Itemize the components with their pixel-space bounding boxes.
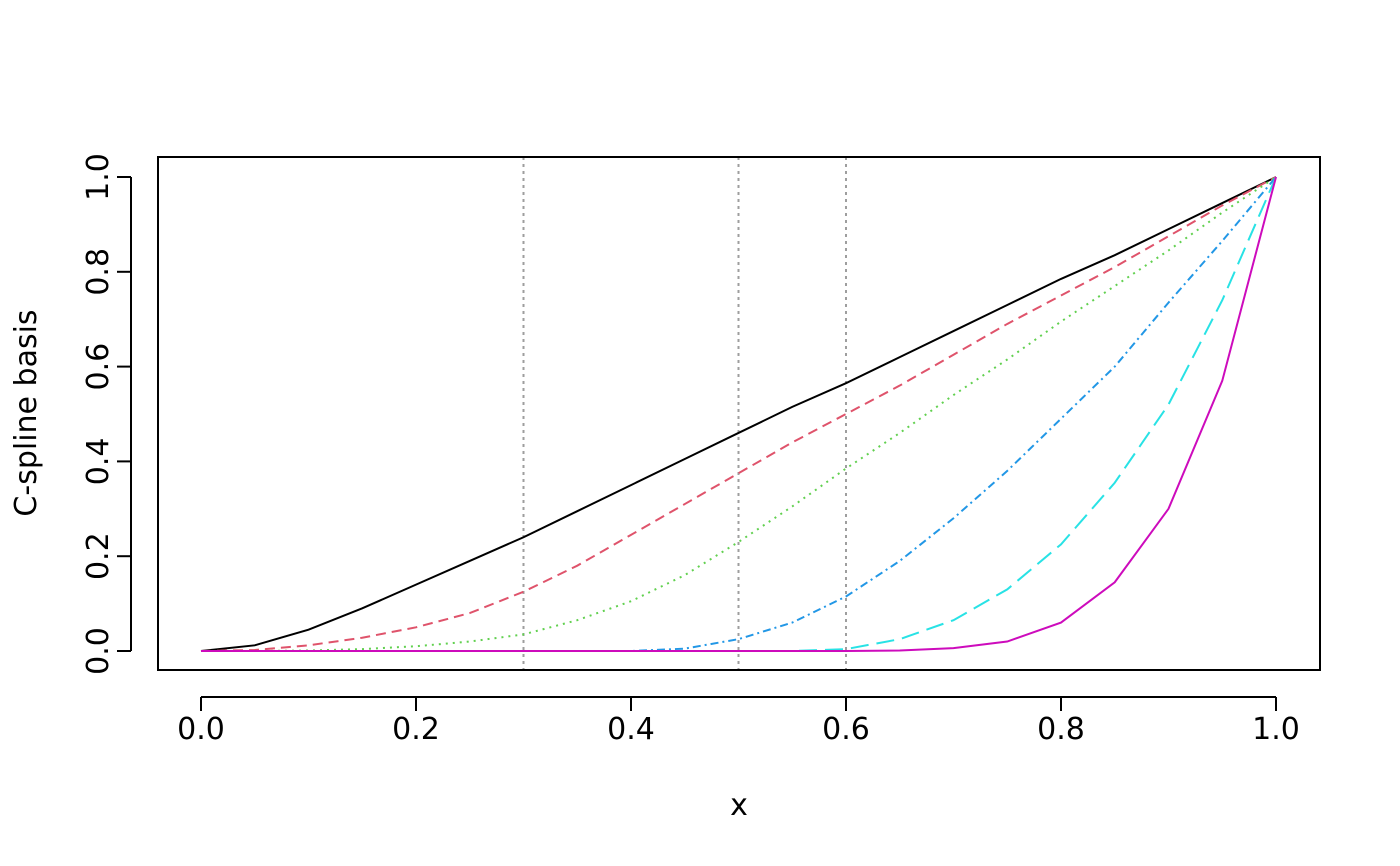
series-line-4 — [201, 176, 1277, 652]
y-axis: 0.0 0.2 0.4 0.6 0.8 1.0 — [81, 153, 132, 675]
x-tick-label: 0.0 — [177, 712, 225, 747]
x-axis: 0.0 0.2 0.4 0.6 0.8 1.0 — [177, 696, 1300, 747]
y-tick-label: 0.2 — [81, 532, 116, 580]
y-tick-label: 0.8 — [81, 248, 116, 296]
x-tick-label: 0.4 — [607, 712, 655, 747]
series-line-1 — [200, 176, 1277, 652]
x-tick-label: 0.6 — [822, 712, 870, 747]
y-tick-label: 0.6 — [81, 343, 116, 391]
series-line-2 — [200, 176, 1277, 652]
x-tick-label: 0.2 — [392, 712, 440, 747]
y-tick-label: 0.4 — [81, 438, 116, 486]
x-axis-title: x — [730, 788, 748, 823]
knot-lines — [522, 157, 847, 670]
series-line-6 — [201, 176, 1277, 652]
y-tick-label: 1.0 — [81, 153, 116, 201]
series-lines — [200, 176, 1277, 652]
x-tick-label: 0.8 — [1037, 712, 1085, 747]
x-tick-label: 1.0 — [1252, 712, 1300, 747]
y-tick-label: 0.0 — [81, 627, 116, 675]
plot-frame — [157, 156, 1321, 671]
y-axis-title: C-spline basis — [9, 309, 44, 516]
